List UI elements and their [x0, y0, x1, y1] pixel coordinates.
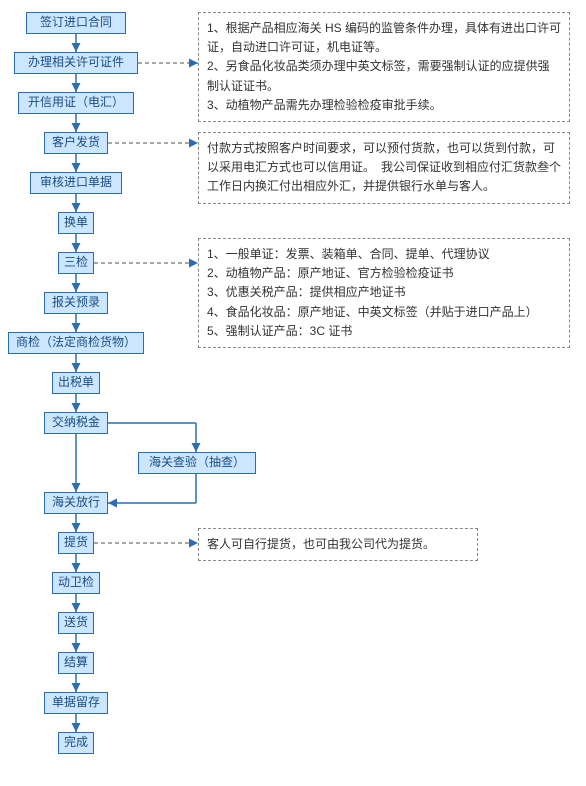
note-line: 5、强制认证产品：3C 证书 [207, 322, 561, 341]
flow-node-n5: 审核进口单据 [30, 172, 122, 194]
flow-node-n6: 换单 [58, 212, 94, 234]
note-line: 3、优惠关税产品：提供相应产地证书 [207, 283, 561, 302]
note-box-note2: 付款方式按照客户时间要求，可以预付货款，也可以货到付款，可以采用电汇方式也可以信… [198, 132, 570, 204]
note-line: 2、另食品化妆品类须办理中英文标签，需要强制认证的应提供强制认证证书。 [207, 57, 561, 95]
flow-node-n11: 交纳税金 [44, 412, 108, 434]
flow-node-n8: 报关预录 [44, 292, 108, 314]
note-line: 1、根据产品相应海关 HS 编码的监管条件办理，具体有进出口许可证，自动进口许可… [207, 19, 561, 57]
flow-node-n2: 办理相关许可证件 [14, 52, 138, 74]
note-line: 3、动植物产品需先办理检验检疫审批手续。 [207, 96, 561, 115]
flow-node-n3: 开信用证（电汇） [18, 92, 134, 114]
flow-node-label: 签订进口合同 [40, 15, 112, 29]
note-line: 2、动植物产品：原产地证、官方检验检疫证书 [207, 264, 561, 283]
flow-node-n4: 客户发货 [44, 132, 108, 154]
flow-node-label: 提货 [64, 535, 88, 549]
flow-node-label: 结算 [64, 655, 88, 669]
flow-node-n14: 提货 [58, 532, 94, 554]
flow-node-n7: 三检 [58, 252, 94, 274]
flow-node-label: 交纳税金 [52, 415, 100, 429]
flow-node-label: 动卫检 [58, 575, 94, 589]
flow-node-label: 海关放行 [52, 495, 100, 509]
flow-node-n13: 海关放行 [44, 492, 108, 514]
note-box-note3: 1、一般单证：发票、装箱单、合同、提单、代理协议2、动植物产品：原产地证、官方检… [198, 238, 570, 348]
note-line: 付款方式按照客户时间要求，可以预付货款，也可以货到付款，可以采用电汇方式也可以信… [207, 139, 561, 197]
flow-node-label: 海关查验（抽查） [149, 455, 245, 469]
note-line: 4、食品化妆品：原产地证、中英文标签（并贴于进口产品上） [207, 303, 561, 322]
flow-node-label: 完成 [64, 735, 88, 749]
flow-node-label: 商检（法定商检货物） [16, 335, 136, 349]
flowchart-canvas: 签订进口合同办理相关许可证件开信用证（电汇） 客户发货审核进口单据换单三检报关预录… [8, 8, 578, 778]
note-line: 1、一般单证：发票、装箱单、合同、提单、代理协议 [207, 245, 561, 264]
flow-node-label: 送货 [64, 615, 88, 629]
flow-node-label: 换单 [64, 215, 88, 229]
flow-node-label: 单据留存 [52, 695, 100, 709]
note-box-note1: 1、根据产品相应海关 HS 编码的监管条件办理，具体有进出口许可证，自动进口许可… [198, 12, 570, 122]
flow-node-label: 三检 [64, 255, 88, 269]
flow-node-n1: 签订进口合同 [26, 12, 126, 34]
flow-node-n18: 单据留存 [44, 692, 108, 714]
flow-node-label: 报关预录 [52, 295, 100, 309]
flow-node-n15: 动卫检 [52, 572, 100, 594]
flow-node-label: 出税单 [58, 375, 94, 389]
flow-node-label: 开信用证（电汇） [28, 95, 124, 109]
flow-node-label: 办理相关许可证件 [28, 55, 124, 69]
flow-node-n9: 商检（法定商检货物） [8, 332, 144, 354]
flow-node-n10: 出税单 [52, 372, 100, 394]
flow-node-n16: 送货 [58, 612, 94, 634]
flow-node-label: 审核进口单据 [40, 175, 112, 189]
note-box-note4: 客人可自行提货，也可由我公司代为提货。 [198, 528, 478, 561]
note-line: 客人可自行提货，也可由我公司代为提货。 [207, 535, 469, 554]
flow-node-n17: 结算 [58, 652, 94, 674]
flow-node-n12: 海关查验（抽查） [138, 452, 256, 474]
flow-node-n19: 完成 [58, 732, 94, 754]
flow-node-label: 客户发货 [52, 135, 100, 149]
